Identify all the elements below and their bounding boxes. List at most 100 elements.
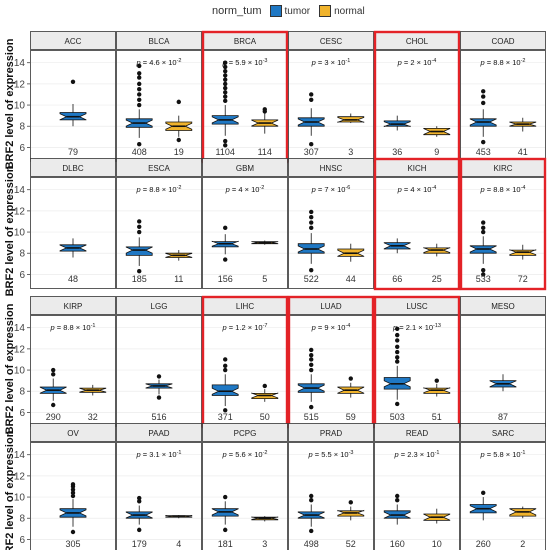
y-tick-label: 6	[19, 408, 25, 419]
outlier-point	[395, 498, 400, 503]
sample-count: 516	[151, 412, 166, 422]
box-tumor: 66	[383, 238, 411, 284]
outlier-point	[309, 493, 314, 499]
box-normal: 44	[337, 243, 365, 284]
box-tumor: 408	[125, 63, 153, 157]
y-tick-label: 6	[19, 270, 25, 281]
sample-count: 515	[304, 412, 319, 422]
outlier-point	[137, 495, 142, 501]
outlier-point	[481, 139, 486, 145]
panel-coad: COAD p = 8.8 × 10-2 453 41	[460, 31, 546, 162]
panel-plot-area	[202, 442, 288, 550]
outlier-point	[176, 137, 181, 143]
outlier-point	[176, 99, 181, 105]
box-normal: 59	[337, 376, 365, 422]
sample-count: 1104	[216, 147, 235, 157]
sample-count: 66	[392, 274, 402, 284]
sample-count: 522	[304, 274, 319, 284]
y-tick-label: 12	[14, 79, 26, 90]
outlier-point	[137, 63, 142, 69]
outlier-point	[137, 224, 142, 229]
panel-strip	[460, 31, 546, 50]
sample-count: 10	[432, 539, 442, 549]
y-tick-label: 10	[14, 101, 26, 112]
box-tumor: 156	[211, 225, 239, 284]
outlier-point	[434, 378, 439, 383]
box-tumor: 522	[297, 209, 325, 284]
sample-count: 307	[304, 147, 319, 157]
box-normal: 41	[509, 117, 537, 157]
legend-key-normal	[319, 5, 332, 17]
sample-count: 11	[174, 274, 183, 284]
panel-title: CHOL	[406, 37, 429, 46]
panel-plot-area	[202, 177, 288, 289]
box-tumor: 160	[383, 493, 411, 549]
outlier-point	[223, 363, 228, 369]
panel-plot-area	[116, 177, 202, 289]
box-normal: 52	[337, 500, 365, 549]
outlier-point	[309, 215, 314, 220]
panel-brca: BRCA p = 5.9 × 10-3 1104 114	[201, 30, 289, 164]
legend-label-normal: normal	[334, 5, 365, 17]
outlier-point	[395, 344, 400, 349]
outlier-point	[223, 73, 228, 78]
legend-item-tumor: tumor	[269, 5, 310, 17]
p-value-label: p = 3.1 × 10-1	[136, 450, 182, 459]
panel-strip	[288, 31, 374, 50]
box-tumor: 185	[125, 219, 153, 284]
outlier-point	[51, 372, 56, 377]
panel-kirp: KIRP p = 8.8 × 10-1 290 32	[30, 296, 116, 427]
panel-cesc: CESC p = 3 × 10-1 307 3	[288, 31, 374, 162]
panel-title: LUSC	[406, 302, 428, 311]
sample-count: 371	[218, 412, 233, 422]
panel-esca: ESCA p = 8.8 × 10-2 185 11	[116, 158, 202, 289]
outlier-point	[309, 209, 314, 215]
legend: norm_tum tumor normal	[212, 3, 374, 19]
panel-title: ACC	[65, 37, 82, 46]
box-normal: 19	[165, 99, 193, 157]
outlier-point	[70, 529, 76, 535]
p-value-label: p = 9 × 10-4	[311, 323, 351, 332]
panel-paad: PAAD p = 3.1 × 10-1 179 4	[116, 423, 202, 550]
outlier-point	[137, 97, 142, 102]
outlier-point	[395, 326, 400, 331]
panel-lihc: LIHC p = 1.2 × 10-7 371 50	[201, 295, 289, 429]
panel-strip	[116, 296, 202, 315]
panel-title: KICH	[407, 164, 426, 173]
y-tick-label: 14	[14, 185, 26, 196]
sample-count: 503	[390, 412, 405, 422]
panel-title: PAAD	[148, 429, 169, 438]
outlier-point	[156, 374, 162, 379]
outlier-point	[156, 395, 162, 400]
panel-plot-area	[288, 50, 374, 162]
box-normal: 114	[251, 107, 279, 157]
sample-count: 2	[520, 539, 525, 549]
panel-strip	[202, 158, 288, 177]
y-tick-label: 10	[14, 228, 26, 239]
box-normal: 5	[251, 240, 279, 284]
y-tick-label: 12	[14, 344, 26, 355]
y-tick-label: 8	[19, 514, 25, 525]
outlier-point	[223, 257, 228, 262]
sample-count: 48	[68, 274, 78, 284]
panel-meso: MESO 87	[460, 296, 546, 427]
outlier-point	[70, 79, 76, 84]
outlier-point	[137, 81, 142, 87]
panel-title: GBM	[236, 164, 255, 173]
outlier-point	[51, 402, 56, 408]
sample-count: 533	[476, 274, 491, 284]
panel-strip	[116, 423, 202, 442]
sample-count: 185	[132, 274, 147, 284]
box-tumor: 533	[469, 220, 497, 284]
panel-chol: CHOL p = 2 × 10-4 36 9	[373, 30, 461, 164]
outlier-point	[309, 142, 314, 147]
outlier-point	[137, 86, 142, 92]
box-tumor: 87	[489, 374, 517, 422]
outlier-point	[309, 353, 314, 358]
p-value-label: p = 3 × 10-1	[311, 58, 351, 67]
outlier-point	[223, 77, 228, 82]
outlier-point	[223, 81, 228, 87]
box-tumor: 305	[59, 482, 87, 549]
sample-count: 4	[176, 539, 181, 549]
box-normal: 72	[509, 244, 537, 284]
